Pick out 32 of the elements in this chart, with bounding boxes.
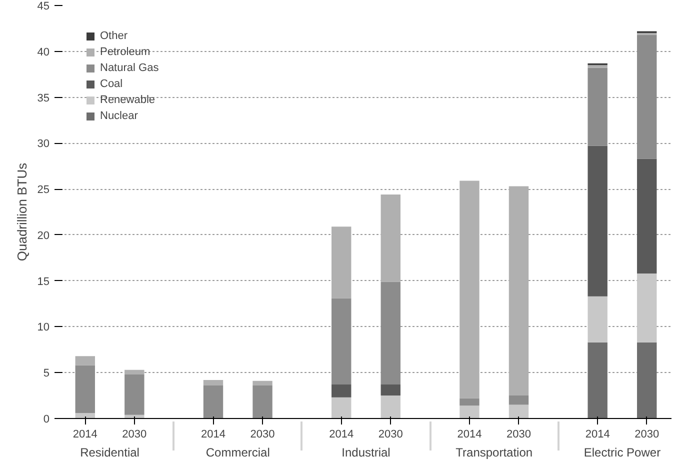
legend-label: Natural Gas [100,62,159,74]
x-tick-label: 2014 [201,428,226,440]
x-tick-label: 2030 [250,428,275,440]
y-tick-label: 5 [43,368,50,380]
text: Commercial [206,446,270,460]
y-tick-label: 40 [37,46,50,58]
x-tick-label: 2030 [378,428,403,440]
legend-label: Renewable [100,94,156,106]
y-axis-title: Quadrillion BTUs [14,162,30,262]
text: Industrial [342,446,390,460]
y-tick-label: 20 [37,230,50,242]
legend-label: Other [100,30,128,42]
x-tick-label: 2030 [122,428,147,440]
text: Electric Power [584,446,661,460]
text: Residential [80,446,140,460]
y-tick-label: 45 [37,0,50,12]
y-tick-label: 10 [37,322,50,334]
legend-label: Nuclear [100,110,138,122]
y-tick-label: 35 [37,92,50,104]
legend-label: Coal [100,78,123,90]
legend-label: Petroleum [100,46,150,58]
x-tick-label: 2014 [329,428,354,440]
x-tick-label: 2030 [634,428,660,440]
y-tick-label: 25 [37,184,50,196]
y-tick-label: 30 [37,138,50,150]
x-tick-label: 2030 [506,428,531,440]
text: Transportation [456,446,533,460]
x-tick-label: 2014 [457,428,482,440]
x-tick-label: 2014 [585,428,610,440]
x-tick-label: 2014 [72,428,98,440]
y-tick-label: 15 [37,276,50,288]
y-tick-label: 0 [43,414,50,426]
